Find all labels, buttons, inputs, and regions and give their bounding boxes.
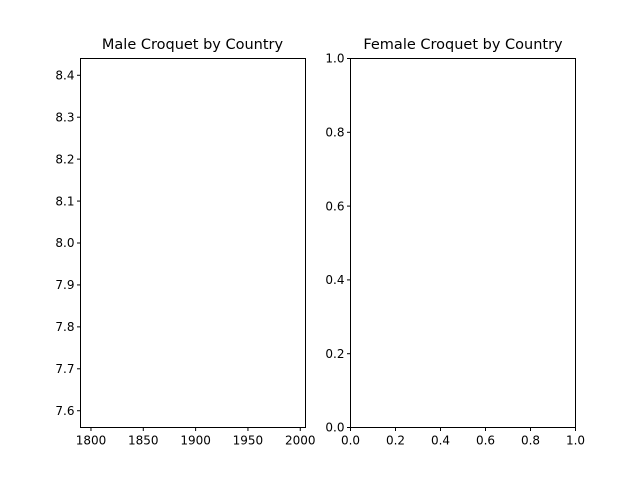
male-y-axis: 7.6 7.7 7.8 7.9 8.0 8.1 8.2 8.3 8.4	[55, 68, 81, 418]
female-chart-title: Female Croquet by Country	[363, 37, 563, 53]
female-x-tick-label: 0.0	[341, 434, 360, 448]
male-y-tick-label: 7.9	[55, 278, 74, 292]
male-x-tick-label: 2000	[285, 434, 316, 448]
male-x-tick-label: 1950	[233, 434, 264, 448]
female-x-tick-label: 0.4	[431, 434, 450, 448]
female-y-tick-label: 1.0	[325, 52, 344, 66]
male-x-axis: 1800 1850 1900 1950 2000	[76, 427, 316, 448]
female-x-tick-label: 0.2	[386, 434, 405, 448]
male-x-tick-label: 1900	[180, 434, 211, 448]
male-y-tick-label: 8.3	[55, 110, 74, 124]
female-croquet-axes: Female Croquet by Country 0.0 0.2 0.4 0.6 0.…	[325, 37, 585, 448]
female-x-axis: 0.0 0.2 0.4 0.6 0.8 1.0	[341, 427, 585, 448]
female-x-tick-label: 1.0	[566, 434, 585, 448]
female-y-tick-label: 0.4	[325, 273, 344, 287]
male-y-tick-label: 8.4	[55, 68, 74, 82]
female-y-tick-label: 0.2	[325, 347, 344, 361]
male-x-tick-label: 1800	[76, 434, 107, 448]
male-plot-area	[80, 58, 306, 428]
male-y-tick-label: 8.2	[55, 152, 74, 166]
female-y-axis: 0.0 0.2 0.4 0.6 0.8 1.0	[325, 52, 351, 435]
female-y-tick-label: 0.6	[325, 199, 344, 213]
male-y-tick-label: 7.8	[55, 320, 74, 334]
female-y-tick-label: 0.0	[325, 421, 344, 435]
male-y-tick-label: 8.1	[55, 194, 74, 208]
male-y-tick-label: 7.7	[55, 362, 74, 376]
male-x-tick-label: 1850	[128, 434, 159, 448]
female-x-tick-label: 0.6	[476, 434, 495, 448]
male-croquet-axes: Male Croquet by Country 1800 1850 1900 1950…	[55, 37, 315, 448]
male-y-tick-label: 7.6	[55, 404, 74, 418]
male-y-tick-label: 8.0	[55, 236, 74, 250]
female-y-tick-label: 0.8	[325, 126, 344, 140]
male-chart-title: Male Croquet by Country	[102, 37, 284, 53]
female-x-tick-label: 0.8	[521, 434, 540, 448]
female-plot-area	[350, 58, 576, 428]
